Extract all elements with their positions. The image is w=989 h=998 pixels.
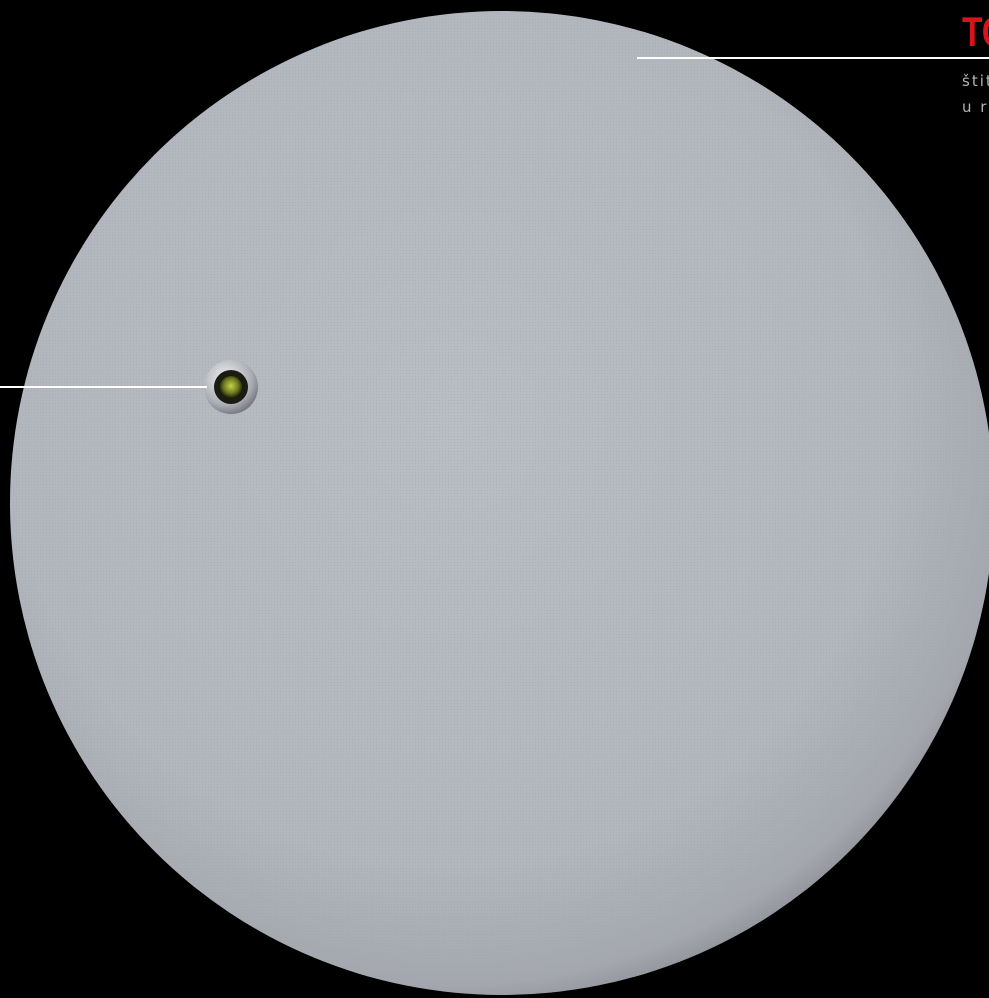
- callout-text: štit: [962, 72, 989, 90]
- indicator-led: [220, 376, 242, 398]
- speaker-mesh: [10, 11, 989, 995]
- callout-title: TC: [962, 8, 989, 55]
- callout-text: u r: [962, 98, 989, 116]
